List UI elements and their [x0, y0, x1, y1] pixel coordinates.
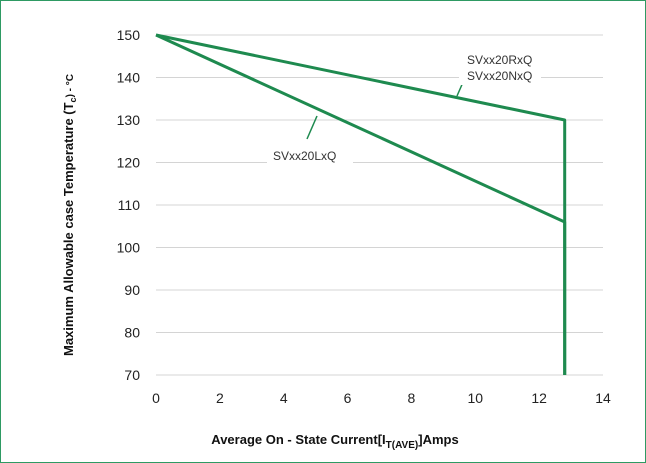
x-tick-label: 4 — [280, 390, 288, 406]
x-tick-label: 12 — [531, 390, 547, 406]
annotation-label: SVxx20RxQ — [467, 53, 532, 67]
y-tick-label: 150 — [117, 27, 141, 43]
y-tick-label: 90 — [124, 282, 140, 298]
annotation-label: SVxx20NxQ — [467, 69, 532, 83]
y-axis-title-sub: c — [68, 97, 78, 102]
x-tick-label: 2 — [216, 390, 224, 406]
x-axis-title-sub: T(AVE) — [386, 440, 419, 451]
y-tick-label: 140 — [117, 70, 141, 86]
annotation-bg — [267, 145, 353, 167]
x-tick-label: 0 — [152, 390, 160, 406]
y-tick-label: 80 — [124, 325, 140, 341]
y-axis-title: Maximum Allowable case Temperature (Tc) … — [61, 74, 78, 356]
x-tick-label: 10 — [467, 390, 483, 406]
x-tick-label: 6 — [344, 390, 352, 406]
y-tick-label: 120 — [117, 155, 141, 171]
annotation-bg — [459, 49, 541, 85]
y-axis-title-suffix: ) - °C — [65, 74, 76, 97]
y-tick-label: 130 — [117, 112, 141, 128]
annotation-leader — [306, 115, 318, 140]
series-line-2 — [155, 33, 567, 375]
x-axis-title-main: Average On - State Current[I — [211, 432, 385, 447]
y-tick-label: 70 — [124, 367, 140, 383]
annotation-label: SVxx20LxQ — [273, 149, 336, 163]
x-tick-label: 14 — [595, 390, 611, 406]
x-axis-title-suffix: ]Amps — [418, 432, 458, 447]
y-axis-title-main: Maximum Allowable case Temperature (T — [61, 102, 76, 356]
x-axis-title: Average On - State Current[IT(AVE)]Amps — [211, 432, 458, 451]
y-tick-label: 110 — [118, 197, 141, 213]
y-tick-label: 100 — [117, 240, 141, 256]
x-tick-label: 8 — [408, 390, 416, 406]
